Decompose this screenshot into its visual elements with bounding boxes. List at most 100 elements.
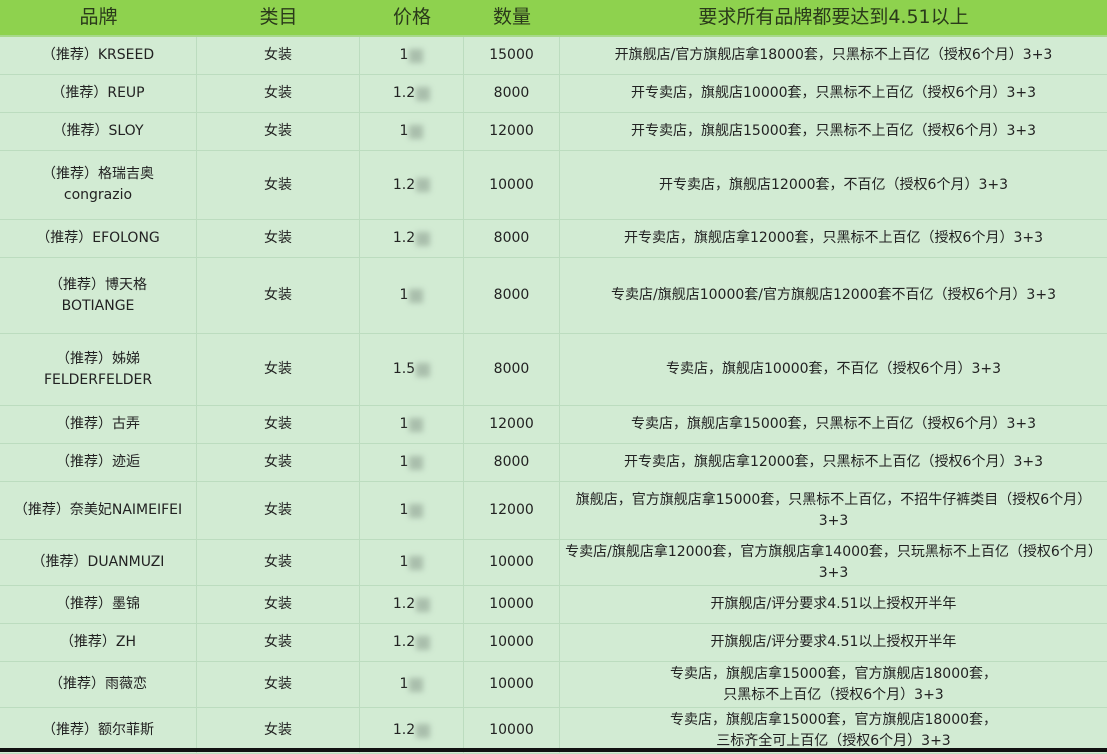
table-row: （推荐）KRSEED 女装 1 15000 开旗舰店/官方旗舰店拿18000套，只黑标不… (0, 37, 1107, 75)
category-text: 女装 (264, 502, 292, 518)
category-cell: 女装 (197, 444, 360, 481)
requirement-cell: 开旗舰店/评分要求4.51以上授权开半年 (560, 624, 1107, 661)
price-value: 1 (399, 416, 409, 432)
category-cell: 女装 (197, 624, 360, 661)
category-text: 女装 (264, 634, 292, 650)
blurred-price-mask (416, 86, 431, 101)
brand-text: （推荐）SLOY (52, 123, 144, 139)
quantity-text: 10000 (489, 634, 534, 650)
brand-cell: （推荐）EFOLONG (0, 220, 197, 257)
blurred-price-mask (416, 362, 431, 377)
quantity-cell: 12000 (464, 113, 560, 150)
category-text: 女装 (264, 287, 292, 303)
requirement-cell: 旗舰店，官方旗舰店拿15000套，只黑标不上百亿，不招牛仔裤类目（授权6个月）3… (560, 482, 1107, 539)
table-row: （推荐）雨薇恋 女装 1 10000 专卖店，旗舰店拿15000套，官方旗舰店18000… (0, 662, 1107, 708)
price-value: 1 (399, 554, 409, 570)
requirement-text: 开专卖店，旗舰店拿12000套，只黑标不上百亿（授权6个月）3+3 (624, 230, 1043, 246)
price-cell: 1.2 (360, 708, 464, 753)
price-value: 1.2 (392, 230, 416, 246)
header-quantity: 数量 (492, 6, 531, 28)
quantity-text: 10000 (489, 176, 534, 193)
category-cell: 女装 (197, 334, 360, 405)
category-text: 女装 (264, 47, 292, 63)
price-cell: 1 (360, 482, 464, 539)
requirement-text: 专卖店/旗舰店10000套/官方旗舰店12000套不百亿（授权6个月）3+3 (611, 287, 1056, 303)
price-cell: 1.2 (360, 75, 464, 112)
table-row: （推荐）迹逅 女装 1 8000 开专卖店，旗舰店拿12000套，只黑标不上百亿（授权6… (0, 444, 1107, 482)
bottom-edge (0, 748, 1107, 752)
blurred-price-mask (416, 178, 431, 192)
quantity-text: 12000 (489, 502, 534, 518)
price-value: 1.2 (392, 634, 416, 650)
price-cell: 1 (360, 540, 464, 585)
quantity-cell: 10000 (464, 708, 560, 753)
blurred-price-mask (409, 288, 424, 303)
brand-cell: （推荐）REUP (0, 75, 197, 112)
price-value: 1.2 (392, 85, 416, 101)
price-cell: 1 (360, 113, 464, 150)
blurred-price-mask (409, 417, 424, 432)
requirement-text: 旗舰店，官方旗舰店拿15000套，只黑标不上百亿，不招牛仔裤类目（授权6个月）3… (575, 491, 1092, 529)
category-cell: 女装 (197, 540, 360, 585)
quantity-text: 8000 (493, 361, 530, 377)
brand-text: （推荐）古弄 (56, 416, 140, 432)
brand-cell: （推荐）迹逅 (0, 444, 197, 481)
category-cell: 女装 (197, 708, 360, 753)
requirement-cell: 开旗舰店/官方旗舰店拿18000套，只黑标不上百亿（授权6个月）3+3 (560, 37, 1107, 74)
brand-cell: （推荐）额尔菲斯 (0, 708, 197, 753)
price-value: 1 (399, 676, 409, 692)
brand-cell: （推荐）SLOY (0, 113, 197, 150)
brand-text: （推荐）DUANMUZI (31, 554, 165, 570)
category-text: 女装 (264, 722, 292, 738)
table-body: （推荐）KRSEED 女装 1 15000 开旗舰店/官方旗舰店拿18000套，只黑标不… (0, 37, 1107, 754)
quantity-text: 8000 (493, 287, 530, 303)
brand-text: （推荐）墨锦 (56, 596, 140, 612)
brand-cell: （推荐）墨锦 (0, 586, 197, 623)
requirement-cell: 开专卖店，旗舰店拿12000套，只黑标不上百亿（授权6个月）3+3 (560, 220, 1107, 257)
requirement-cell: 专卖店，旗舰店拿15000套，只黑标不上百亿（授权6个月）3+3 (560, 406, 1107, 443)
requirement-cell: 开专卖店，旗舰店15000套，只黑标不上百亿（授权6个月）3+3 (560, 113, 1107, 150)
table-row: （推荐）ZH 女装 1.2 10000 开旗舰店/评分要求4.51以上授权开半年 (0, 624, 1107, 662)
quantity-cell: 12000 (464, 406, 560, 443)
category-text: 女装 (264, 85, 292, 101)
blurred-price-mask (409, 677, 424, 692)
category-text: 女装 (264, 416, 292, 432)
brand-cell: （推荐）DUANMUZI (0, 540, 197, 585)
brand-cell: （推荐）博天格 BOTIANGE (0, 258, 197, 333)
requirement-cell: 专卖店/旗舰店10000套/官方旗舰店12000套不百亿（授权6个月）3+3 (560, 258, 1107, 333)
quantity-text: 10000 (489, 596, 534, 612)
requirement-text: 开旗舰店/官方旗舰店拿18000套，只黑标不上百亿（授权6个月）3+3 (614, 47, 1053, 63)
category-cell: 女装 (197, 151, 360, 219)
category-cell: 女装 (197, 220, 360, 257)
category-cell: 女装 (197, 113, 360, 150)
brand-text: （推荐）ZH (59, 634, 137, 650)
blurred-price-mask (416, 597, 431, 612)
price-cell: 1 (360, 406, 464, 443)
requirement-text: 专卖店，旗舰店拿15000套，官方旗舰店18000套， 只黑标不上百亿（授权6个… (669, 665, 998, 703)
header-category: 类目 (259, 6, 298, 28)
requirement-cell: 开专卖店，旗舰店拿12000套，只黑标不上百亿（授权6个月）3+3 (560, 444, 1107, 481)
quantity-cell: 10000 (464, 540, 560, 585)
quantity-cell: 8000 (464, 444, 560, 481)
requirement-text: 专卖店，旗舰店10000套，不百亿（授权6个月）3+3 (666, 361, 1001, 377)
header-requirement: 要求所有品牌都要达到4.51以上 (698, 6, 969, 28)
blurred-price-mask (409, 455, 424, 470)
brand-text: （推荐）格瑞吉奥 congrazio (42, 166, 154, 203)
blurred-price-mask (409, 124, 424, 139)
brand-text: （推荐）EFOLONG (36, 230, 160, 246)
quantity-cell: 12000 (464, 482, 560, 539)
price-value: 1 (399, 287, 409, 303)
table-row: （推荐）额尔菲斯 女装 1.2 10000 专卖店，旗舰店拿15000套，官方旗舰店18… (0, 708, 1107, 754)
price-cell: 1.5 (360, 334, 464, 405)
requirement-cell: 开专卖店，旗舰店12000套，不百亿（授权6个月）3+3 (560, 151, 1107, 219)
blurred-price-mask (409, 555, 424, 570)
category-cell: 女装 (197, 406, 360, 443)
price-value: 1 (399, 47, 409, 63)
price-value: 1.5 (392, 361, 416, 377)
table-row: （推荐）墨锦 女装 1.2 10000 开旗舰店/评分要求4.51以上授权开半年 (0, 586, 1107, 624)
quantity-cell: 10000 (464, 624, 560, 661)
brand-text: （推荐）REUP (51, 85, 145, 101)
table-row: （推荐）REUP 女装 1.2 8000 开专卖店，旗舰店10000套，只黑标不上百亿（… (0, 75, 1107, 113)
price-cell: 1.2 (360, 586, 464, 623)
quantity-cell: 10000 (464, 586, 560, 623)
